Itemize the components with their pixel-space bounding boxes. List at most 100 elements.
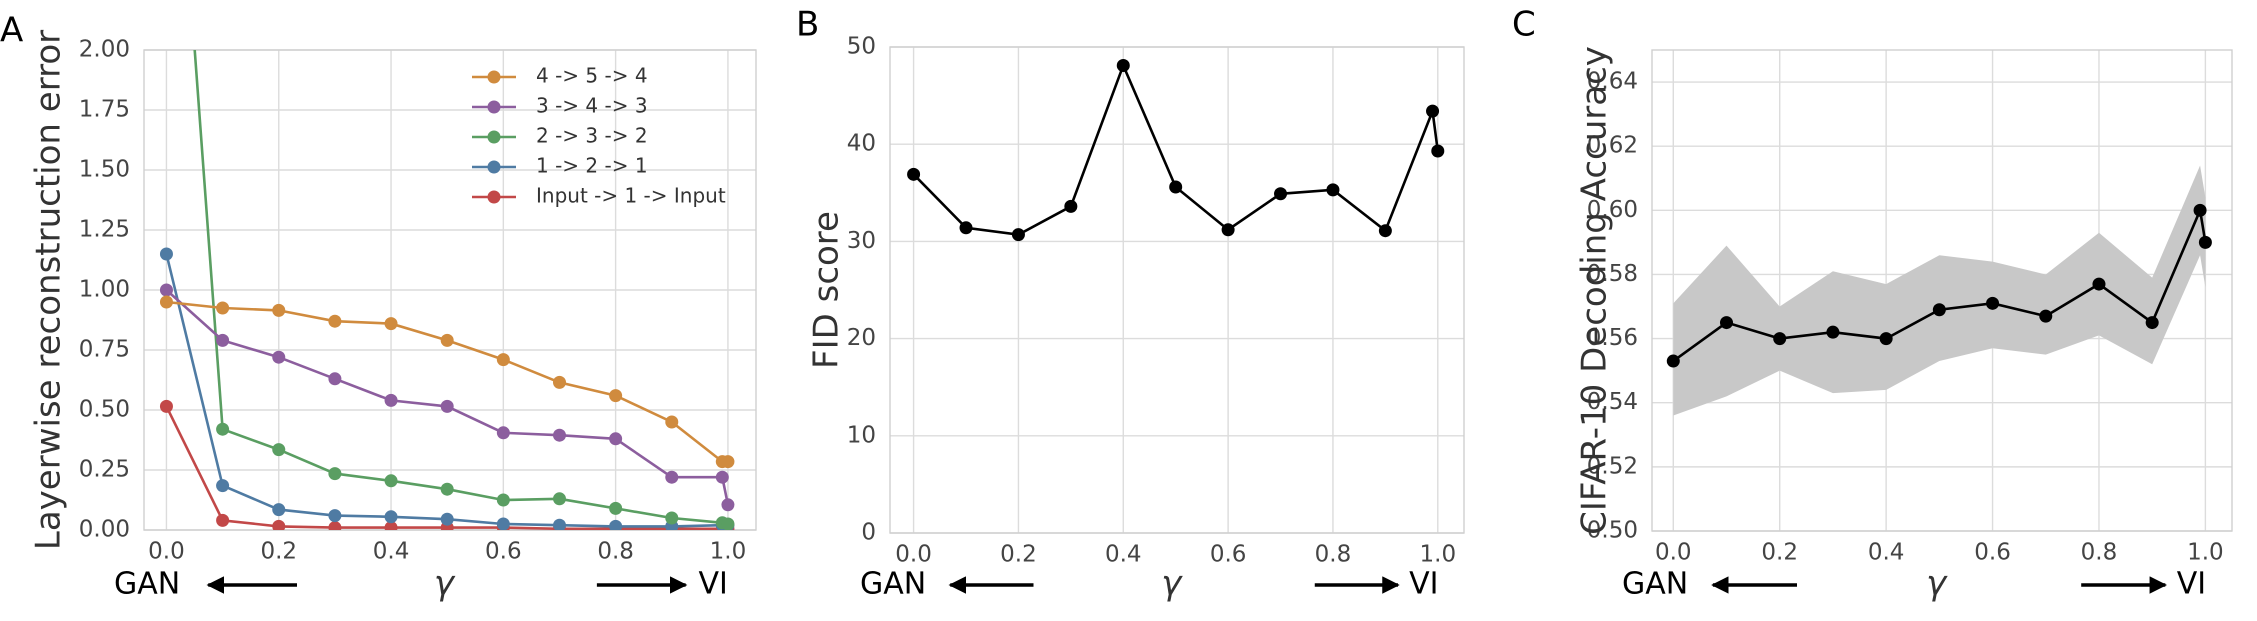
y-tick-label: 1.50 — [79, 157, 130, 183]
point — [1011, 228, 1025, 242]
point — [2092, 277, 2106, 291]
point — [384, 510, 398, 524]
point — [159, 283, 173, 297]
error-band — [1673, 165, 2206, 416]
y-axis-label: Layerwise reconstruction error — [29, 30, 69, 550]
point — [1431, 144, 1445, 158]
point — [440, 512, 454, 526]
point — [552, 492, 566, 506]
legend-swatch — [487, 190, 501, 204]
point — [328, 521, 342, 530]
x-tick-label: 1.0 — [1420, 542, 1457, 568]
point — [1719, 316, 1733, 330]
point — [1116, 58, 1130, 72]
point — [328, 372, 342, 386]
series — [159, 283, 735, 512]
point — [1326, 183, 1340, 197]
point — [496, 493, 510, 507]
point — [384, 317, 398, 331]
point — [216, 333, 230, 347]
line — [166, 300, 728, 463]
panel-label: A — [0, 11, 23, 51]
point — [272, 303, 286, 317]
y-tick-label: 0.62 — [1587, 133, 1638, 159]
point — [1169, 180, 1183, 194]
point — [1666, 354, 1680, 368]
x-tick-label: 0.2 — [1000, 542, 1037, 568]
point — [328, 467, 342, 481]
x-tick-label: 0.0 — [895, 542, 932, 568]
point — [2193, 203, 2207, 217]
point — [159, 295, 173, 309]
y-tick-label: 0.52 — [1587, 453, 1638, 479]
annotation: VI — [2177, 567, 2206, 602]
point — [1274, 187, 1288, 201]
y-tick-label: 0.50 — [1587, 518, 1638, 544]
point — [328, 314, 342, 328]
annotation: GAN — [1622, 567, 1688, 602]
annotation: VI — [698, 567, 727, 602]
y-tick-label: 0.64 — [1587, 69, 1638, 95]
point — [665, 511, 679, 525]
point — [440, 333, 454, 347]
line — [912, 61, 1440, 236]
point — [440, 399, 454, 413]
point — [959, 221, 973, 235]
x-tick-label: 0.0 — [148, 539, 185, 565]
line — [165, 405, 728, 530]
x-tick-label: 0.0 — [1655, 540, 1692, 566]
point — [2039, 309, 2053, 323]
point — [159, 247, 173, 261]
y-tick-label: 0.60 — [1587, 197, 1638, 223]
point — [216, 422, 230, 436]
x-tick-label: 0.2 — [1761, 540, 1798, 566]
point — [440, 482, 454, 496]
point — [1221, 223, 1235, 237]
point — [552, 518, 566, 530]
x-tick-label: 0.8 — [2081, 540, 2118, 566]
y-tick-label: 0 — [861, 520, 876, 546]
y-tick-label: 30 — [847, 228, 876, 254]
point — [609, 432, 623, 446]
y-tick-label: 0.75 — [79, 337, 130, 363]
y-tick-label: 0.56 — [1587, 325, 1638, 351]
point — [216, 479, 230, 493]
point — [384, 474, 398, 488]
point — [272, 443, 286, 457]
point — [609, 519, 623, 530]
x-tick-label: 0.4 — [373, 539, 410, 565]
y-axis-label: FID score — [807, 211, 847, 369]
point — [1378, 224, 1392, 238]
point — [159, 399, 173, 413]
legend-label: 1 -> 2 -> 1 — [536, 154, 648, 178]
point — [216, 513, 230, 527]
x-tick-label: 0.8 — [1315, 542, 1352, 568]
point — [1826, 325, 1840, 339]
panel-label: C — [1512, 5, 1536, 45]
point — [1986, 296, 2000, 310]
y-tick-label: 2.00 — [79, 37, 130, 63]
x-tick-label: 0.6 — [1974, 540, 2011, 566]
point — [1426, 104, 1440, 118]
y-tick-label: 0.54 — [1587, 389, 1638, 415]
point — [272, 519, 286, 530]
y-tick-label: 1.25 — [79, 217, 130, 243]
line — [165, 289, 730, 506]
y-tick-label: 1.00 — [79, 277, 130, 303]
point — [2145, 316, 2159, 330]
x-axis-label: γ — [1161, 564, 1183, 604]
legend-label: Input -> 1 -> Input — [536, 184, 726, 208]
series — [159, 295, 735, 469]
point — [384, 521, 398, 530]
legend-label: 2 -> 3 -> 2 — [536, 124, 648, 148]
line — [1672, 205, 2207, 363]
y-tick-label: 0.00 — [79, 517, 130, 543]
annotation: GAN — [860, 567, 926, 602]
y-tick-label: 50 — [847, 34, 876, 60]
point — [496, 426, 510, 440]
point — [721, 498, 735, 512]
point — [665, 415, 679, 429]
point — [907, 167, 921, 181]
legend-label: 4 -> 5 -> 4 — [536, 64, 648, 88]
y-tick-label: 10 — [847, 422, 876, 448]
